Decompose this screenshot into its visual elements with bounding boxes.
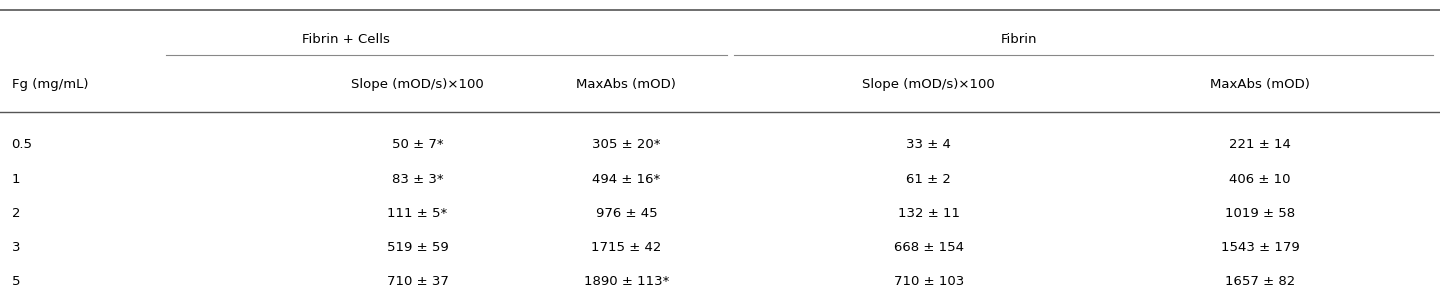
Text: 0.5: 0.5 (12, 139, 33, 151)
Text: 519 ± 59: 519 ± 59 (387, 242, 448, 254)
Text: 1543 ± 179: 1543 ± 179 (1221, 242, 1299, 254)
Text: 976 ± 45: 976 ± 45 (596, 207, 657, 220)
Text: 494 ± 16*: 494 ± 16* (592, 173, 661, 186)
Text: 83 ± 3*: 83 ± 3* (392, 173, 444, 186)
Text: 111 ± 5*: 111 ± 5* (387, 207, 448, 220)
Text: MaxAbs (mOD): MaxAbs (mOD) (576, 78, 677, 90)
Text: Fibrin: Fibrin (1001, 33, 1037, 46)
Text: 710 ± 103: 710 ± 103 (894, 275, 963, 288)
Text: 3: 3 (12, 242, 20, 254)
Text: 1890 ± 113*: 1890 ± 113* (583, 275, 670, 288)
Text: 305 ± 20*: 305 ± 20* (592, 139, 661, 151)
Text: 1: 1 (12, 173, 20, 186)
Text: 61 ± 2: 61 ± 2 (906, 173, 952, 186)
Text: 132 ± 11: 132 ± 11 (897, 207, 960, 220)
Text: 50 ± 7*: 50 ± 7* (392, 139, 444, 151)
Text: 1715 ± 42: 1715 ± 42 (592, 242, 661, 254)
Text: Fibrin + Cells: Fibrin + Cells (302, 33, 390, 46)
Text: Slope (mOD/s)×100: Slope (mOD/s)×100 (863, 78, 995, 90)
Text: 5: 5 (12, 275, 20, 288)
Text: 668 ± 154: 668 ± 154 (894, 242, 963, 254)
Text: MaxAbs (mOD): MaxAbs (mOD) (1210, 78, 1310, 90)
Text: 1657 ± 82: 1657 ± 82 (1225, 275, 1295, 288)
Text: 221 ± 14: 221 ± 14 (1230, 139, 1290, 151)
Text: 2: 2 (12, 207, 20, 220)
Text: 710 ± 37: 710 ± 37 (387, 275, 448, 288)
Text: Slope (mOD/s)×100: Slope (mOD/s)×100 (351, 78, 484, 90)
Text: 33 ± 4: 33 ± 4 (906, 139, 952, 151)
Text: Fg (mg/mL): Fg (mg/mL) (12, 78, 88, 90)
Text: 406 ± 10: 406 ± 10 (1230, 173, 1290, 186)
Text: 1019 ± 58: 1019 ± 58 (1225, 207, 1295, 220)
